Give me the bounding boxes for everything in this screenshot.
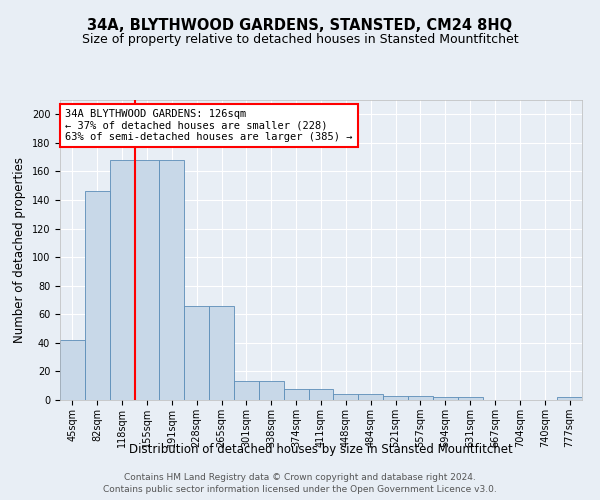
- Text: Contains public sector information licensed under the Open Government Licence v3: Contains public sector information licen…: [103, 485, 497, 494]
- Bar: [458, 397, 482, 400]
- Bar: [557, 397, 582, 400]
- Bar: [234, 382, 259, 400]
- Bar: [308, 388, 334, 400]
- Bar: [433, 397, 458, 400]
- Bar: [259, 382, 284, 400]
- Text: Contains HM Land Registry data © Crown copyright and database right 2024.: Contains HM Land Registry data © Crown c…: [124, 472, 476, 482]
- Bar: [209, 306, 234, 400]
- Text: Distribution of detached houses by size in Stansted Mountfitchet: Distribution of detached houses by size …: [129, 442, 513, 456]
- Text: Size of property relative to detached houses in Stansted Mountfitchet: Size of property relative to detached ho…: [82, 32, 518, 46]
- Bar: [334, 394, 358, 400]
- Bar: [383, 396, 408, 400]
- Bar: [60, 340, 85, 400]
- Bar: [85, 192, 110, 400]
- Bar: [284, 388, 308, 400]
- Bar: [160, 160, 184, 400]
- Text: 34A BLYTHWOOD GARDENS: 126sqm
← 37% of detached houses are smaller (228)
63% of : 34A BLYTHWOOD GARDENS: 126sqm ← 37% of d…: [65, 109, 353, 142]
- Bar: [358, 394, 383, 400]
- Text: 34A, BLYTHWOOD GARDENS, STANSTED, CM24 8HQ: 34A, BLYTHWOOD GARDENS, STANSTED, CM24 8…: [88, 18, 512, 32]
- Y-axis label: Number of detached properties: Number of detached properties: [13, 157, 26, 343]
- Bar: [134, 160, 160, 400]
- Bar: [184, 306, 209, 400]
- Bar: [408, 396, 433, 400]
- Bar: [110, 160, 134, 400]
